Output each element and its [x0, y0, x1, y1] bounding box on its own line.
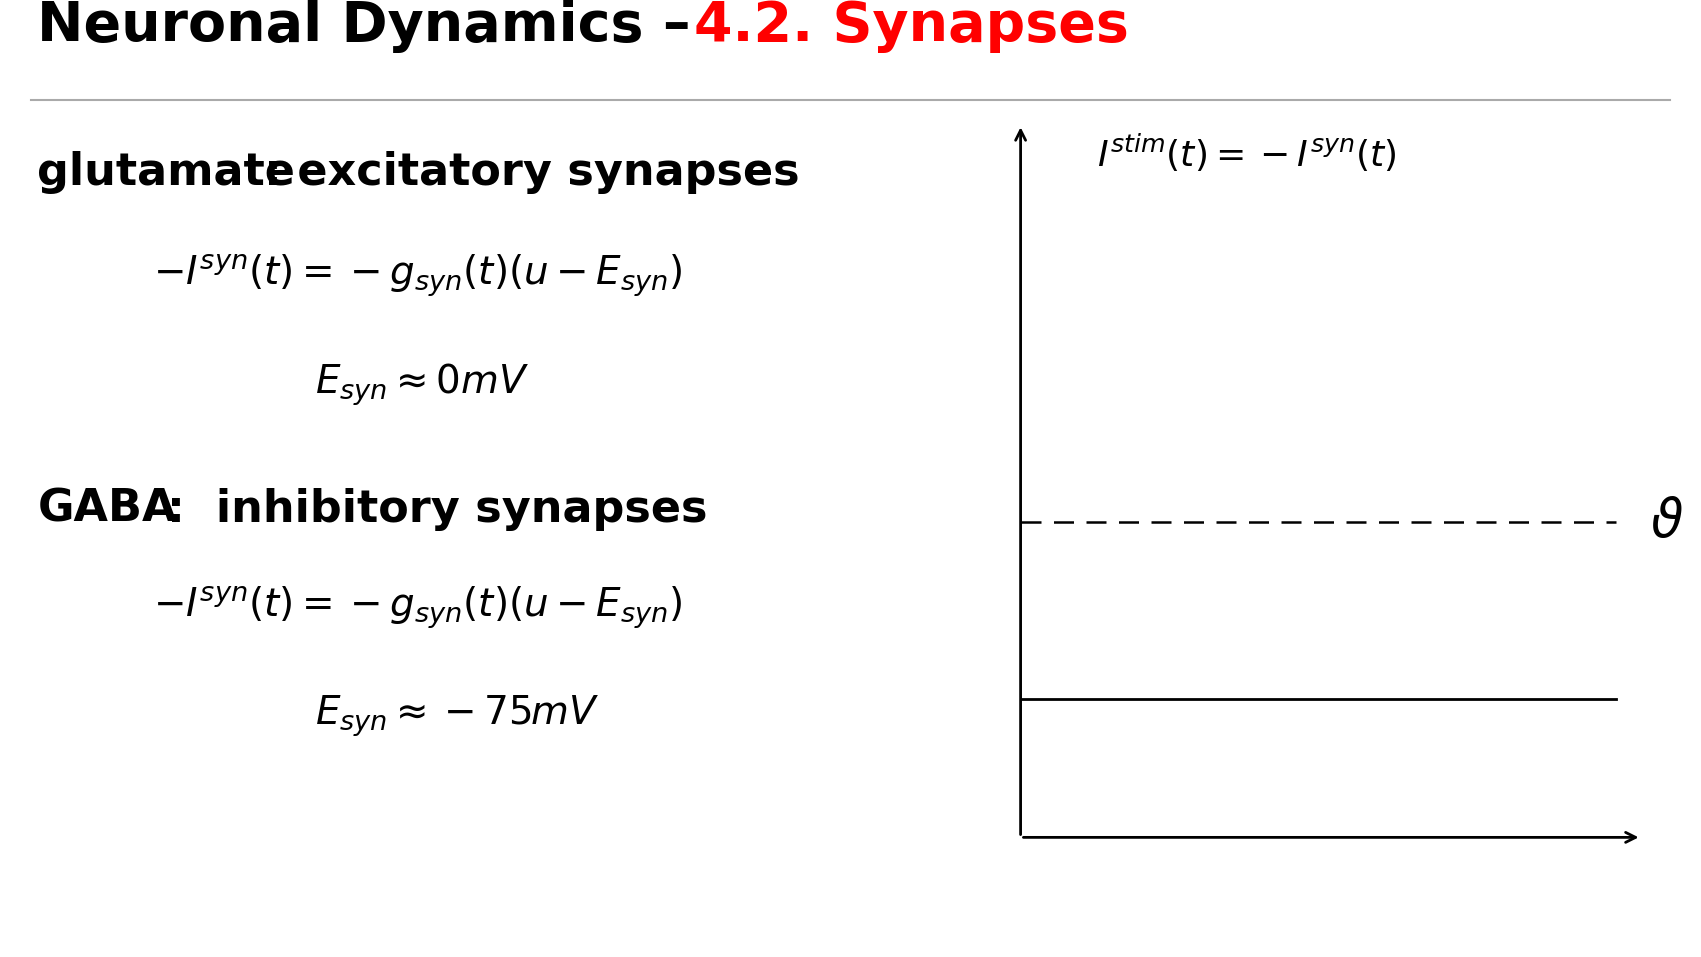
Text: $I^{stim}(t) = -I^{syn}(t)$: $I^{stim}(t) = -I^{syn}(t)$ [1097, 132, 1397, 174]
Text: : excitatory synapses: : excitatory synapses [264, 151, 799, 193]
Text: $E_{syn} \approx 0mV$: $E_{syn} \approx 0mV$ [315, 362, 529, 408]
Text: 4.2. Synapses: 4.2. Synapses [694, 0, 1129, 53]
Text: $-I^{syn}(t) = -g_{syn}(t)(u - E_{syn})$: $-I^{syn}(t) = -g_{syn}(t)(u - E_{syn})$ [153, 253, 682, 299]
Text: :  inhibitory synapses: : inhibitory synapses [167, 488, 708, 530]
Text: Neuronal Dynamics –: Neuronal Dynamics – [37, 0, 711, 53]
Text: glutamate: glutamate [37, 151, 296, 193]
Text: $-I^{syn}(t) = -g_{syn}(t)(u - E_{syn})$: $-I^{syn}(t) = -g_{syn}(t)(u - E_{syn})$ [153, 585, 682, 631]
Text: GABA: GABA [37, 488, 177, 530]
Text: $E_{syn} \approx -75mV$: $E_{syn} \approx -75mV$ [315, 693, 599, 739]
Text: $\vartheta$: $\vartheta$ [1650, 496, 1684, 547]
